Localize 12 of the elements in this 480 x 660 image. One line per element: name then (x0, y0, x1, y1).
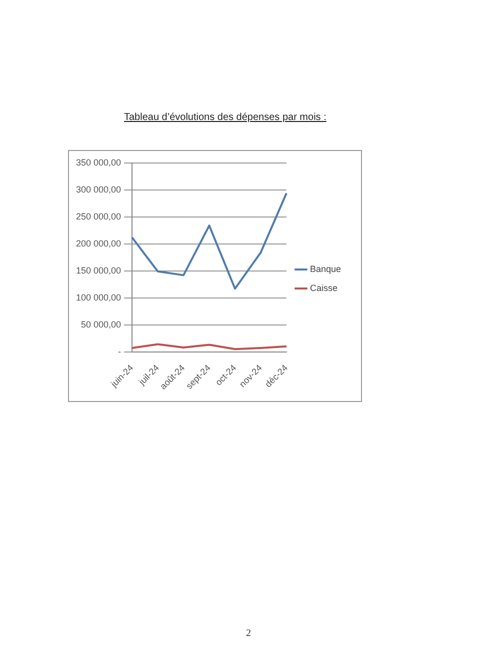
y-tick-label: 350 000,00 (76, 157, 122, 168)
legend-label: Banque (310, 264, 341, 274)
legend-label: Caisse (310, 282, 338, 293)
y-tick-label: - (118, 346, 122, 356)
y-tick-label: 200 000,00 (76, 238, 122, 248)
y-tick-label: 250 000,00 (76, 211, 122, 222)
y-tick-label: 100 000,00 (76, 292, 122, 302)
chart-title: Tableau d’évolutions des dépenses par mois : (124, 112, 326, 123)
y-tick-label: 150 000,00 (76, 265, 122, 276)
y-tick-label: 50 000,00 (80, 319, 122, 330)
text: 2 (246, 628, 251, 639)
y-tick-label: 300 000,00 (76, 184, 122, 194)
